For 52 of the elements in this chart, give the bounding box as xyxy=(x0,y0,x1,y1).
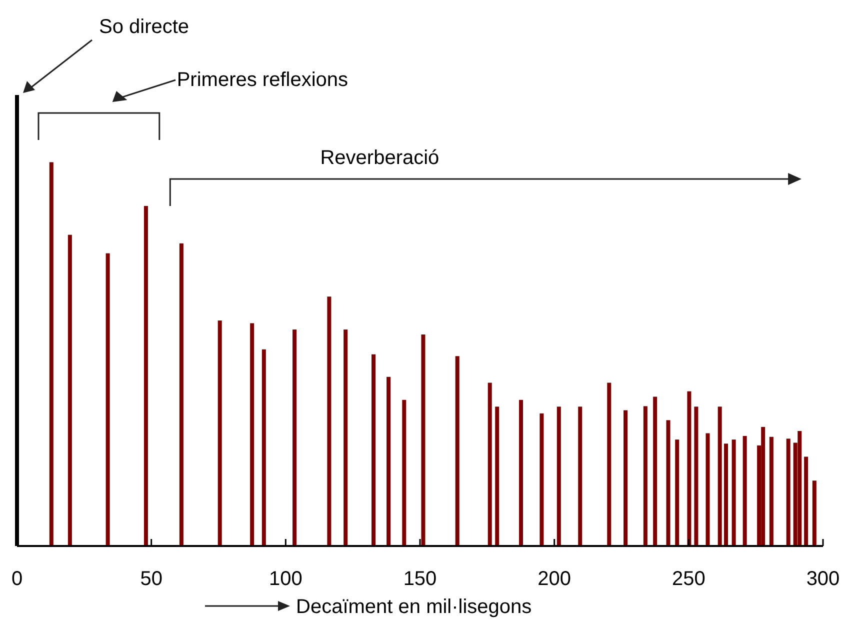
x-tick-label: 300 xyxy=(806,568,840,590)
bar xyxy=(144,206,148,546)
bar xyxy=(402,400,406,546)
bar xyxy=(372,354,376,546)
bar xyxy=(653,396,658,546)
bar xyxy=(495,406,500,546)
x-axis-title: Decaïment en mil·lisegons xyxy=(296,596,532,618)
bar xyxy=(675,440,680,546)
bar xyxy=(218,320,222,546)
bar xyxy=(421,334,426,546)
x-tick-label: 100 xyxy=(268,568,302,590)
x-tick-label: 150 xyxy=(403,568,437,590)
bar xyxy=(455,356,460,546)
bar xyxy=(262,349,266,546)
text: Primeres reflexions xyxy=(176,69,348,91)
bar xyxy=(344,330,348,546)
bar xyxy=(327,296,332,546)
bar xyxy=(578,406,582,546)
bar xyxy=(250,323,254,546)
annotation: Reverberació xyxy=(320,147,440,169)
bar xyxy=(607,382,612,546)
bar xyxy=(519,400,524,546)
bar xyxy=(706,433,710,546)
bar xyxy=(694,406,698,546)
bar xyxy=(540,413,544,546)
bar xyxy=(106,253,110,546)
bar xyxy=(786,438,790,546)
bar xyxy=(761,426,766,546)
bar xyxy=(804,456,808,546)
text: So directe xyxy=(99,16,190,38)
bar xyxy=(488,382,492,546)
bar xyxy=(812,480,816,546)
x-tick-label: 0 xyxy=(11,568,23,590)
bar xyxy=(556,406,561,546)
bar xyxy=(732,440,736,546)
bar xyxy=(68,234,72,546)
bar xyxy=(666,420,670,546)
x-tick-label: 200 xyxy=(538,568,572,590)
bar xyxy=(49,162,54,546)
bar xyxy=(769,436,774,546)
bar xyxy=(742,436,747,546)
bar xyxy=(386,376,391,546)
bar xyxy=(798,430,802,546)
x-tick-label: 50 xyxy=(140,568,162,590)
bar xyxy=(718,406,722,546)
x-tick-label: 250 xyxy=(672,568,706,590)
bar xyxy=(643,406,648,546)
bar xyxy=(179,243,184,546)
bar xyxy=(624,410,628,546)
bar xyxy=(292,330,297,546)
bar xyxy=(724,444,728,546)
bar xyxy=(687,391,692,546)
